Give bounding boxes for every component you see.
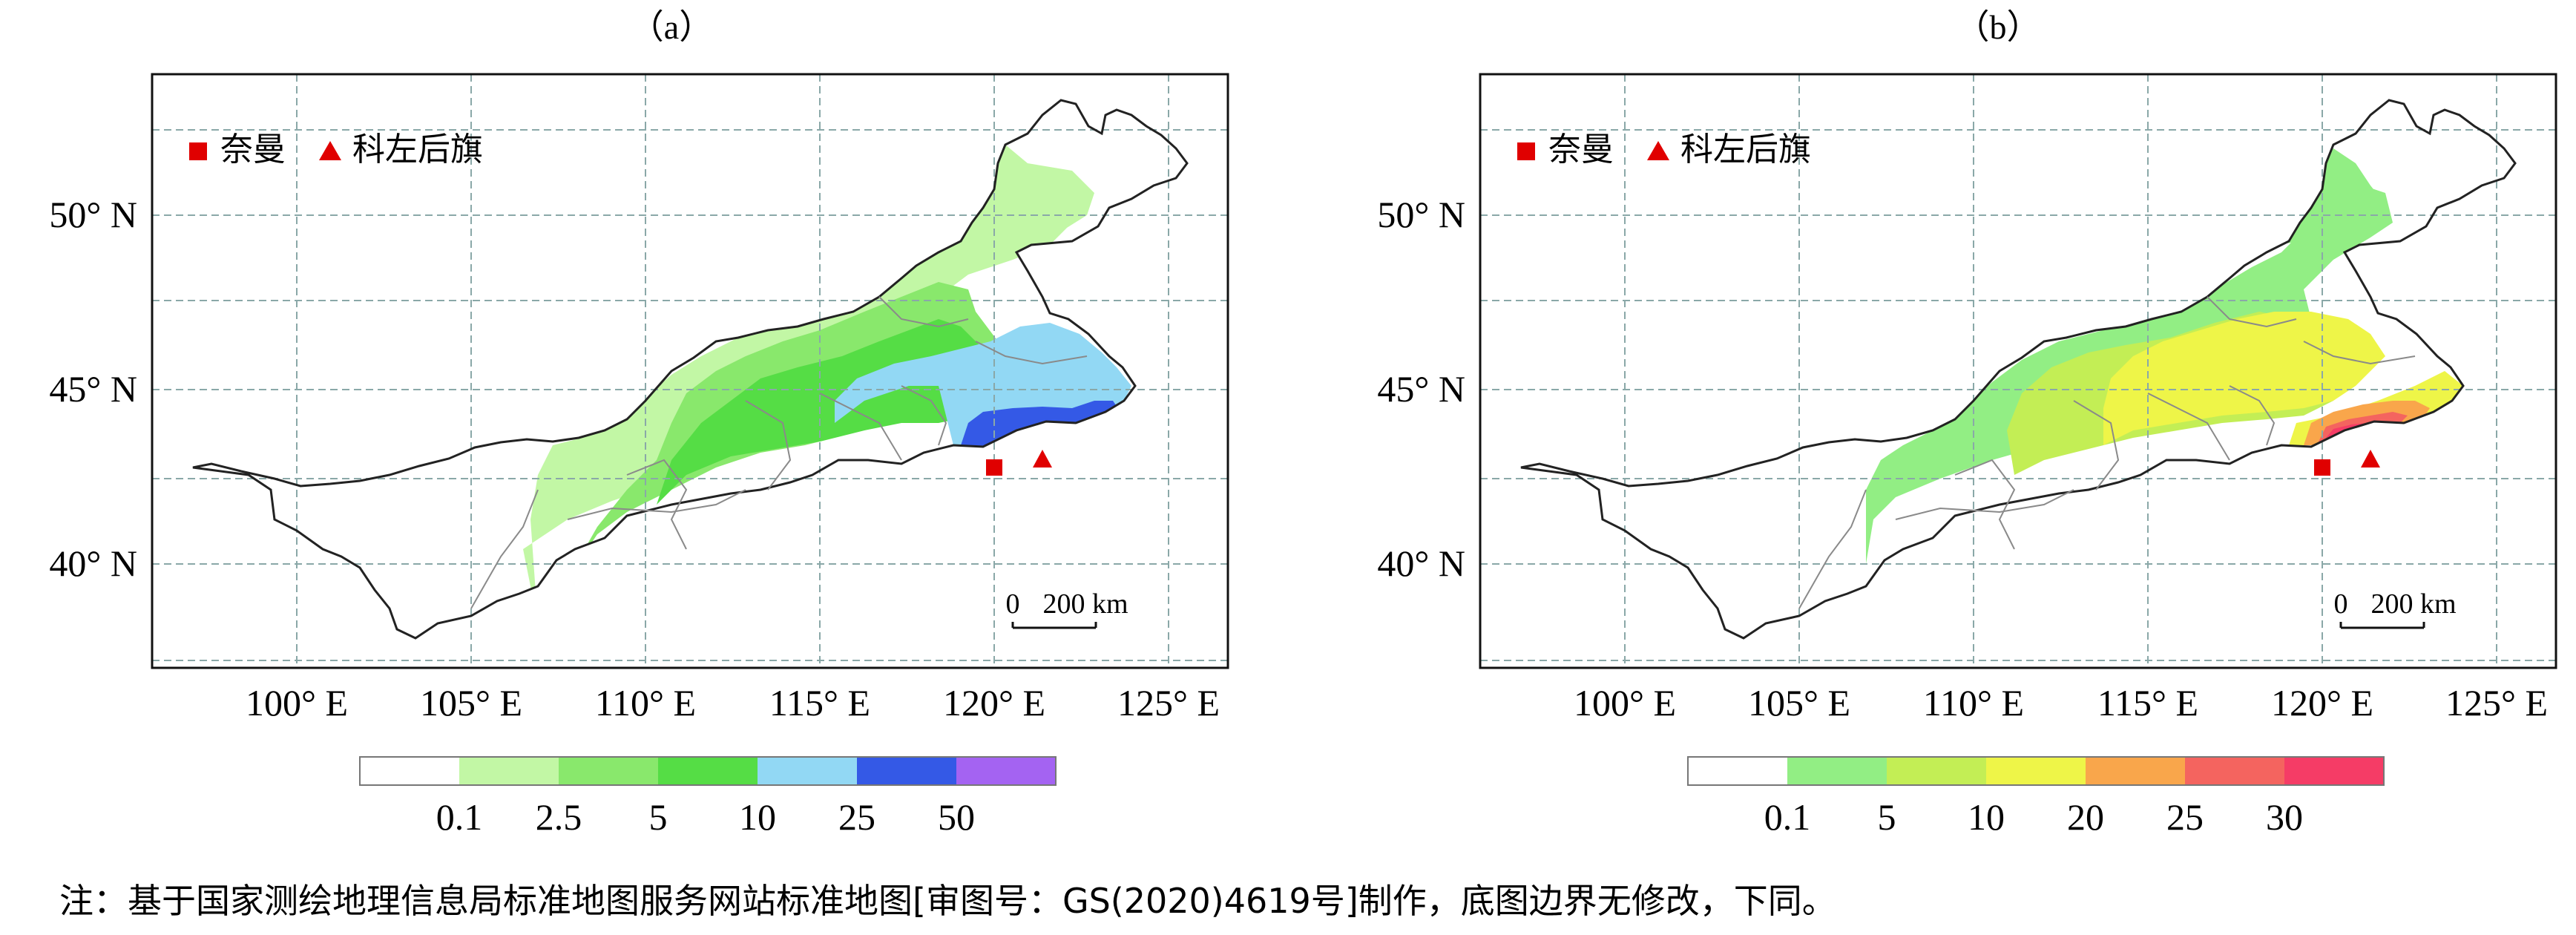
scale-bar-distance: 200 km: [2370, 588, 2456, 620]
longitude-label: 100° E: [246, 682, 348, 724]
colorbar-tick-label: 10: [1968, 796, 2005, 838]
internal-boundary: [1895, 489, 2074, 520]
panel-label-b: （b）: [1956, 8, 2041, 46]
longitude-label: 125° E: [2445, 682, 2548, 724]
colorbar-swatch: [1986, 757, 2086, 785]
colorbar: 0.1 2.5 5 10 25 50: [359, 756, 1057, 838]
longitude-label: 120° E: [2271, 682, 2373, 724]
longitude-label: 100° E: [1574, 682, 1676, 724]
figure-note: 注：基于国家测绘地理信息局标准地图服务网站标准地图[审图号：GS(2020)46…: [59, 881, 1836, 921]
colorbar-tick-label: 0.1: [1764, 796, 1811, 838]
colorbar: 0.1 5 10 20 25 30: [1687, 756, 2385, 838]
colorbar-tick-label: 25: [838, 796, 875, 838]
internal-boundary: [1798, 489, 1867, 609]
internal-boundary: [878, 296, 969, 328]
legend-square-icon: [189, 142, 207, 160]
internal-boundary: [2073, 400, 2120, 491]
internal-boundary: [975, 341, 1088, 365]
panel-label-a: （a）: [630, 8, 713, 46]
colorbar-frame: [1687, 756, 2385, 786]
latitude-label: 50° N: [1377, 194, 1465, 235]
graticule: [152, 74, 1228, 668]
legend-label-naiman: 奈曼: [1548, 131, 1614, 168]
colorbar-swatch: [758, 757, 857, 785]
naiman-marker: [986, 459, 1002, 476]
colorbar-swatch: [559, 757, 658, 785]
colorbar-swatch: [1787, 757, 1887, 785]
longitude-label: 115° E: [2097, 682, 2198, 724]
legend-label-kezuo: 科左后旗: [352, 131, 483, 168]
naiman-marker: [2314, 459, 2330, 476]
latitude-label: 45° N: [49, 368, 137, 410]
colorbar-tick-label: 5: [1878, 796, 1896, 838]
colorbar-swatch: [1688, 757, 1787, 785]
longitude-label: 125° E: [1117, 682, 1220, 724]
latitude-label: 45° N: [1377, 368, 1465, 410]
colorbar-tick-label: 2.5: [536, 796, 582, 838]
colorbar-swatch: [1887, 757, 1986, 785]
legend-label-kezuo: 科左后旗: [1680, 131, 1811, 168]
internal-boundary: [745, 400, 792, 491]
colorbar-tick-label: 25: [2166, 796, 2204, 838]
colorbar-frame: [359, 756, 1057, 786]
internal-boundary: [2207, 296, 2297, 328]
longitude-label: 120° E: [943, 682, 1045, 724]
colorbar-tick-label: 0.1: [436, 796, 483, 838]
legend-triangle-icon: [319, 141, 341, 160]
map-panel-b: 奈曼 科左后旗 0 200 km 50° N 45° N 40° N 100° E 105° E…: [1377, 73, 2557, 838]
league-boundaries: [470, 296, 1088, 609]
colorbar-tick-label: 5: [649, 796, 668, 838]
longitude-label: 110° E: [1923, 682, 2024, 724]
marker-legend: 奈曼 科左后旗: [1517, 131, 1811, 168]
latitude-label: 40° N: [49, 542, 137, 584]
longitude-label: 110° E: [595, 682, 696, 724]
scale-bar-zero: 0: [2334, 588, 2348, 620]
league-boundaries: [1798, 296, 2416, 609]
contour-zone: [2103, 312, 2385, 445]
internal-boundary: [567, 489, 746, 520]
internal-boundary: [2303, 341, 2416, 365]
latitude-label: 50° N: [49, 194, 137, 235]
colorbar-tick-label: 50: [938, 796, 975, 838]
map-panel-a: 奈曼 科左后旗 0 200 km 50° N 45° N 40° N 100° E 105° E…: [49, 73, 1229, 838]
colorbar-swatch: [658, 757, 758, 785]
colorbar-tick-label: 10: [739, 796, 776, 838]
latitude-label: 40° N: [1377, 542, 1465, 584]
internal-boundary: [470, 489, 539, 609]
internal-boundary: [901, 385, 947, 446]
internal-boundary: [626, 459, 688, 550]
internal-boundary: [819, 393, 902, 461]
colorbar-swatch: [2185, 757, 2284, 785]
longitude-label: 105° E: [420, 682, 522, 724]
colorbar-tick-label: 30: [2266, 796, 2303, 838]
kezuo-marker: [1033, 450, 1052, 468]
legend-label-naiman: 奈曼: [220, 131, 286, 168]
colorbar-swatch: [956, 757, 1056, 785]
internal-boundary: [1954, 459, 2016, 550]
scale-bar: 0 200 km: [2334, 588, 2457, 629]
marker-legend: 奈曼 科左后旗: [189, 131, 483, 168]
colorbar-swatch: [459, 757, 559, 785]
longitude-label: 105° E: [1748, 682, 1850, 724]
map-frame: [1479, 73, 2557, 669]
kezuo-marker: [2361, 450, 2380, 468]
scale-bar: 0 200 km: [1006, 588, 1128, 629]
contour-fills: [1866, 148, 2463, 564]
scale-bar-zero: 0: [1006, 588, 1020, 620]
legend-triangle-icon: [1647, 141, 1669, 160]
internal-boundary: [2229, 385, 2276, 446]
scale-bar-distance: 200 km: [1042, 588, 1128, 620]
colorbar-swatch: [2284, 757, 2384, 785]
colorbar-swatch: [857, 757, 956, 785]
graticule: [1480, 74, 2556, 668]
colorbar-tick-label: 20: [2067, 796, 2104, 838]
map-frame: [151, 73, 1229, 669]
colorbar-swatch: [2086, 757, 2185, 785]
internal-boundary: [2147, 393, 2230, 461]
longitude-label: 115° E: [769, 682, 870, 724]
colorbar-swatch: [360, 757, 459, 785]
legend-square-icon: [1517, 142, 1535, 160]
